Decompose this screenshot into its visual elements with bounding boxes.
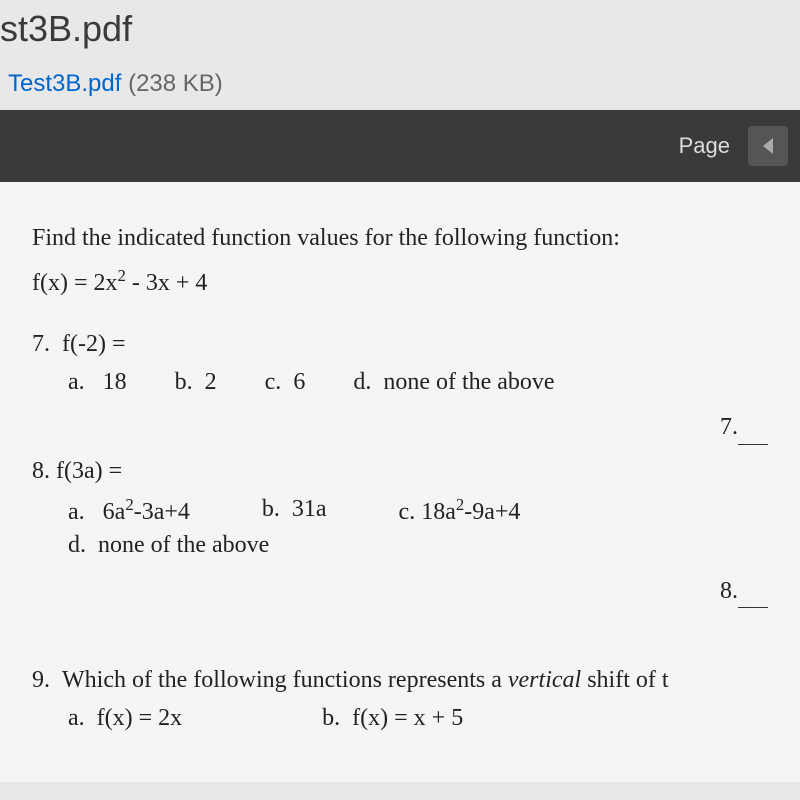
q9-number: 9. bbox=[32, 667, 50, 693]
question-7: 7. f(-2) = a. 18 b. 2 c. 6 d. none of th… bbox=[32, 328, 768, 399]
q8-opt-c: c. 18a2-9a+4 bbox=[399, 493, 521, 530]
q8-opt-b: b. 31a bbox=[262, 493, 327, 530]
q9-prompt-p2: shift of t bbox=[581, 667, 668, 693]
prev-page-button[interactable] bbox=[748, 126, 788, 166]
q8-options-row1: a. 6a2-3a+4 b. 31a c. 18a2-9a+4 bbox=[32, 493, 768, 530]
page-label: Page bbox=[679, 133, 730, 159]
file-size: (238 KB) bbox=[128, 70, 223, 97]
blank-line bbox=[738, 444, 768, 445]
q7-opt-b: b. 2 bbox=[175, 366, 217, 400]
q8-number: 8. bbox=[32, 458, 50, 484]
q8-prompt: 8. f(3a) = bbox=[32, 455, 768, 489]
chevron-left-icon bbox=[763, 138, 773, 154]
q7-opt-d: d. none of the above bbox=[353, 366, 554, 400]
q7-options: a. 18 b. 2 c. 6 d. none of the above bbox=[32, 366, 768, 400]
q7-prompt-text: f(-2) = bbox=[62, 331, 126, 357]
q7-answer-blank: 7. bbox=[32, 411, 768, 445]
blank-line bbox=[738, 607, 768, 608]
file-link-row: Test3B.pdf (238 KB) bbox=[0, 70, 800, 98]
document-content: Find the indicated function values for t… bbox=[0, 182, 800, 782]
q9-prompt: 9. Which of the following functions repr… bbox=[32, 664, 768, 698]
q7-opt-a: a. 18 bbox=[68, 366, 127, 400]
q9-opt-a: a. f(x) = 2x bbox=[68, 702, 182, 736]
q7-prompt: 7. f(-2) = bbox=[32, 328, 768, 362]
q8-prompt-text: f(3a) = bbox=[56, 458, 122, 484]
page-title: st3B.pdf bbox=[0, 8, 800, 50]
function-definition: f(x) = 2x2 - 3x + 4 bbox=[32, 264, 768, 301]
q9-prompt-italic: vertical bbox=[508, 667, 581, 693]
q7-number: 7. bbox=[32, 331, 50, 357]
q9-options: a. f(x) = 2x b. f(x) = x + 5 bbox=[32, 702, 768, 736]
instruction-text: Find the indicated function values for t… bbox=[32, 222, 768, 256]
q9-prompt-p1: Which of the following functions represe… bbox=[62, 667, 508, 693]
q8-opt-d: d. none of the above bbox=[32, 529, 768, 563]
pdf-toolbar: Page bbox=[0, 110, 800, 182]
header-area: st3B.pdf Test3B.pdf (238 KB) bbox=[0, 0, 800, 110]
q8-opt-a: a. 6a2-3a+4 bbox=[68, 493, 190, 530]
question-8: 8. f(3a) = a. 6a2-3a+4 b. 31a c. 18a2-9a… bbox=[32, 455, 768, 563]
question-9: 9. Which of the following functions repr… bbox=[32, 664, 768, 735]
file-link[interactable]: Test3B.pdf bbox=[8, 70, 121, 97]
q8-answer-blank: 8. bbox=[32, 575, 768, 609]
q9-opt-b: b. f(x) = x + 5 bbox=[322, 702, 463, 736]
q7-opt-c: c. 6 bbox=[265, 366, 306, 400]
